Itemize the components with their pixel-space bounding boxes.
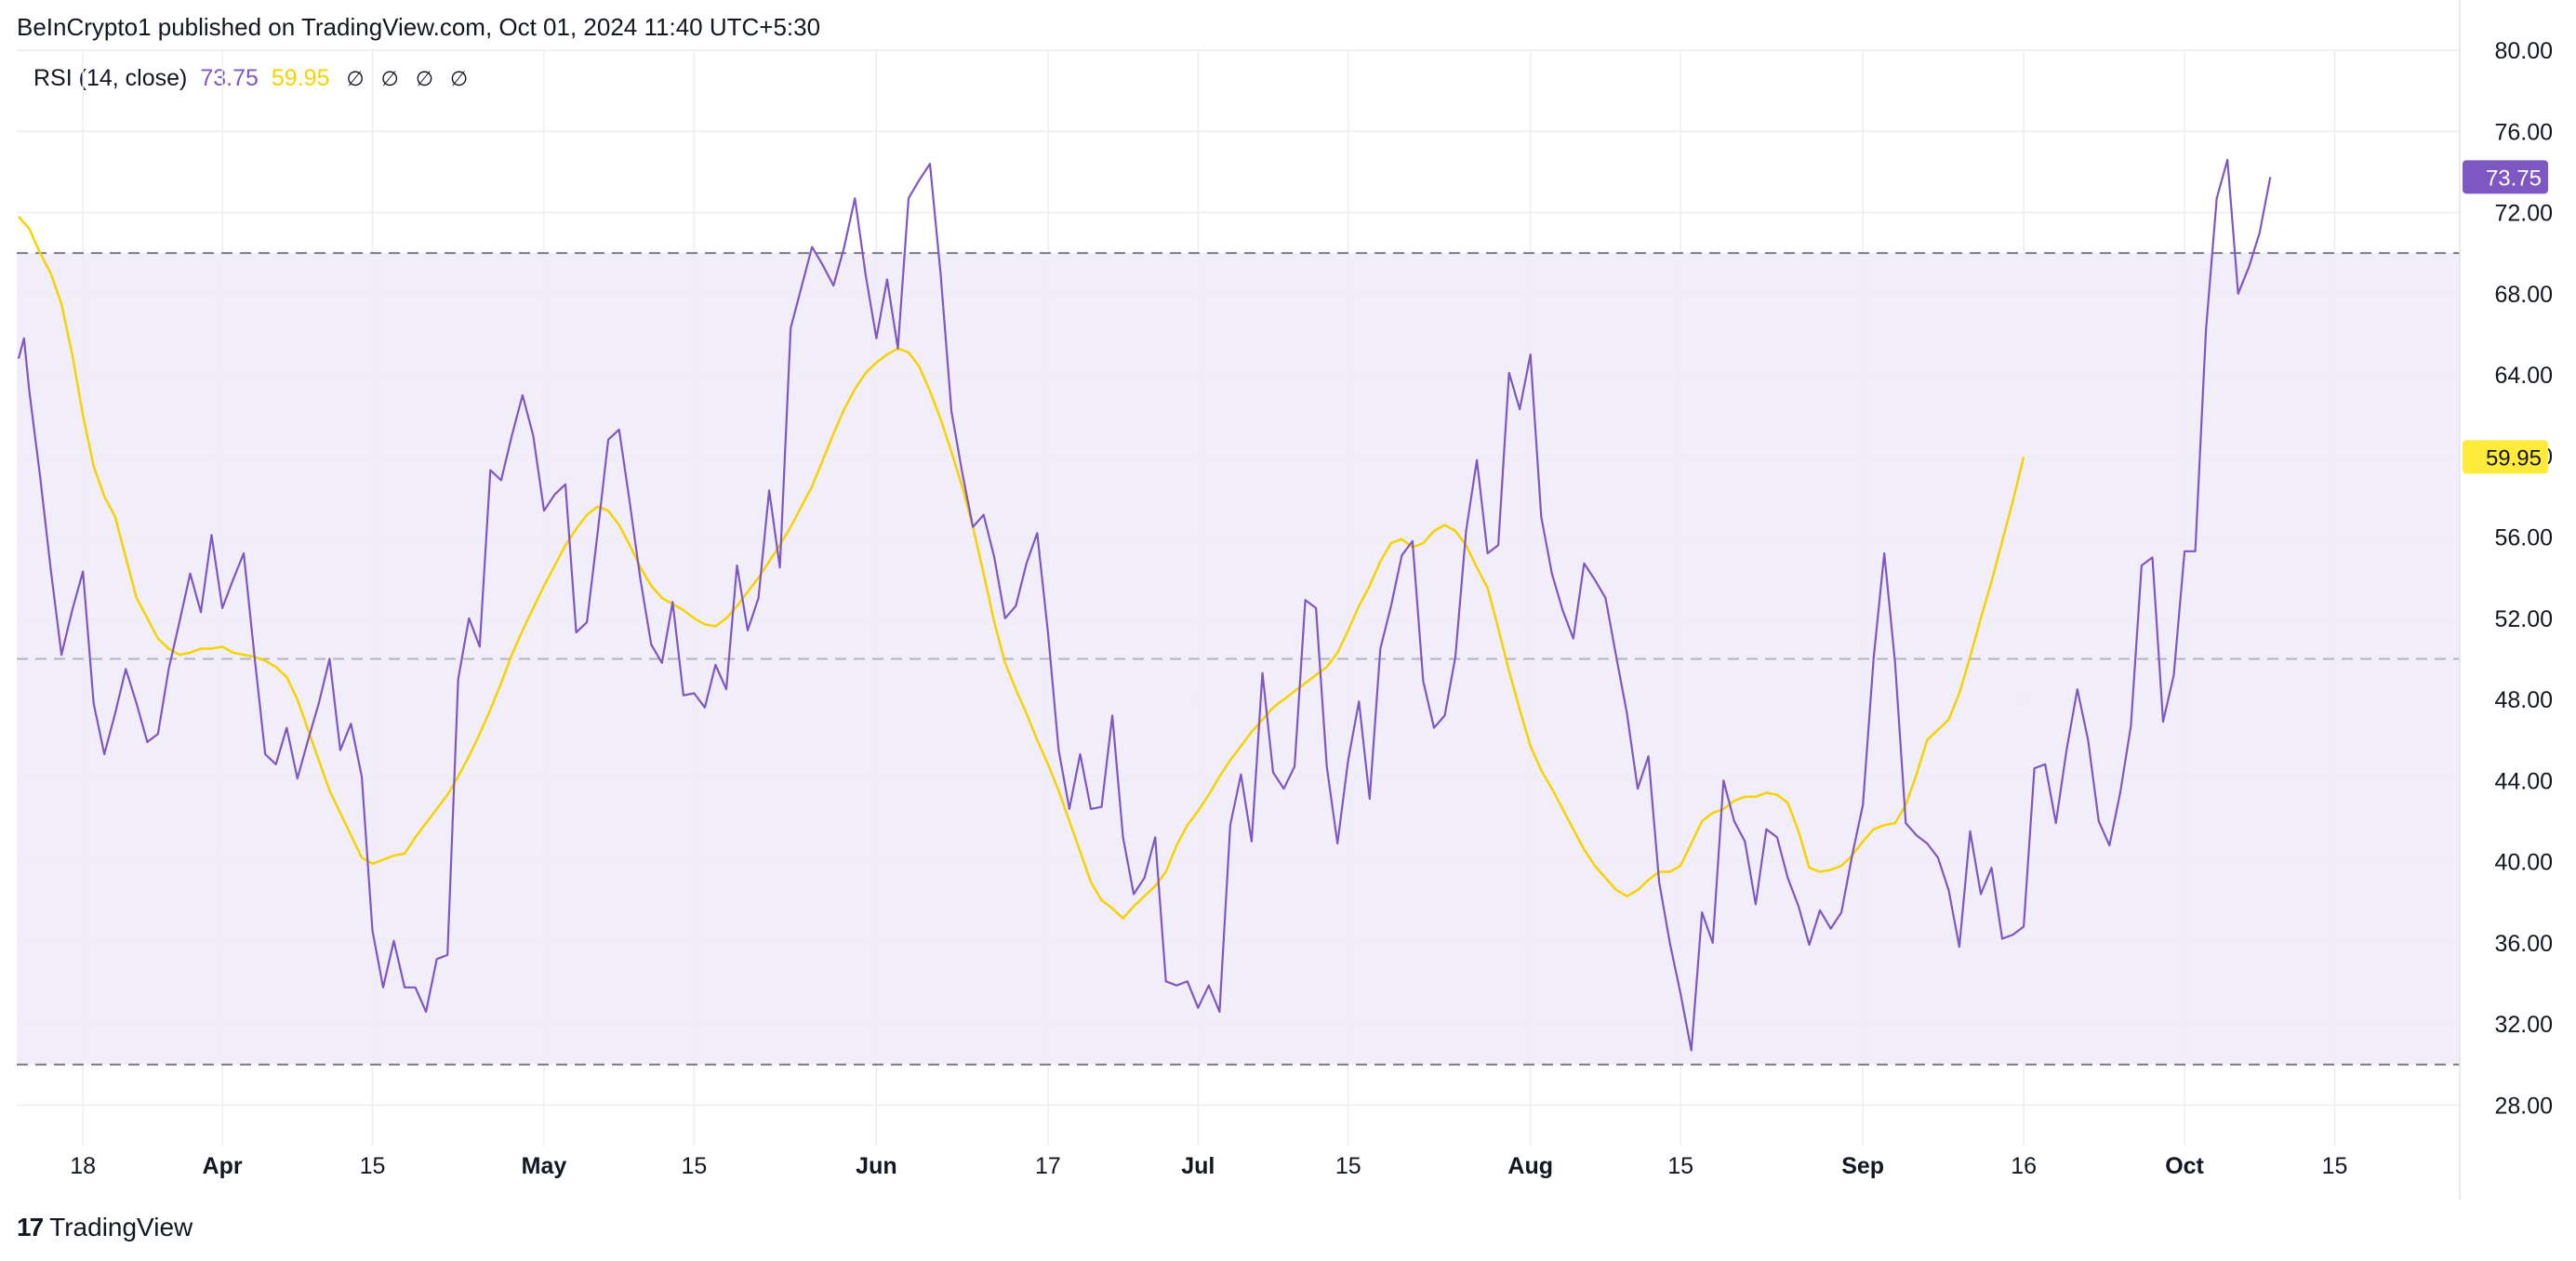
last-value-badges: 73.75 59.95	[2463, 160, 2548, 474]
ma-last-value-badge-text: 59.95	[2486, 445, 2542, 471]
na-value-icon: ∅	[346, 66, 365, 90]
x-tick-month-label: Jun	[856, 1153, 896, 1179]
x-tick-day-label: 15	[681, 1153, 707, 1179]
y-tick-label: 56.00	[2494, 525, 2553, 551]
x-tick-day-label: 15	[1667, 1153, 1693, 1179]
na-value-icon: ∅	[449, 66, 469, 90]
rsi-last-value-badge-bg	[2463, 160, 2548, 194]
y-tick-label: 52.00	[2494, 606, 2553, 632]
x-tick-day-label: 15	[360, 1153, 386, 1179]
published-header: BeInCrypto1 published on TradingView.com…	[17, 13, 821, 41]
x-tick-day-label: 15	[2322, 1153, 2348, 1179]
x-tick-month-label: Jul	[1181, 1153, 1215, 1179]
tradingview-logo-text: TradingView	[49, 1213, 193, 1241]
x-tick-day-label: 18	[70, 1153, 96, 1179]
ma-last-value-badge-bg	[2463, 440, 2548, 474]
y-tick-label: 28.00	[2494, 1093, 2553, 1119]
x-tick-month-label: Aug	[1507, 1153, 1553, 1179]
y-tick-label: 32.00	[2494, 1012, 2553, 1038]
x-tick-day-label: 17	[1035, 1153, 1061, 1179]
ma-last-value-badge: 59.95	[2463, 440, 2548, 474]
x-tick-day-label: 16	[2011, 1153, 2037, 1179]
x-tick-month-label: May	[522, 1153, 567, 1179]
na-value-icon: ∅	[415, 66, 433, 90]
rsi-band-background	[17, 253, 2460, 1065]
rsi-last-value-badge: 73.75	[2463, 160, 2548, 194]
tradingview-logo[interactable]: 17 TradingView	[17, 1213, 193, 1242]
time-axis[interactable]: 18 Apr 15 May 15 Jun 17 Jul 15 Aug 15 Sep 16 Oct 15	[70, 1153, 2347, 1179]
y-tick-label: 40.00	[2494, 850, 2553, 876]
y-tick-label: 64.00	[2494, 363, 2553, 389]
y-tick-label: 80.00	[2494, 38, 2553, 64]
x-tick-month-label: Oct	[2165, 1153, 2204, 1179]
y-tick-label: 76.00	[2494, 119, 2553, 145]
na-value-icon: ∅	[380, 66, 399, 90]
y-tick-label: 36.00	[2494, 931, 2553, 957]
y-tick-label: 48.00	[2494, 687, 2553, 713]
ma-value: 59.95	[271, 65, 330, 91]
y-tick-label: 44.00	[2494, 768, 2553, 794]
tradingview-logo-icon: 17	[17, 1213, 44, 1241]
indicator-legend[interactable]: RSI (14, close) 73.75 59.95 ∅ ∅ ∅ ∅	[33, 65, 468, 92]
rsi-value: 73.75	[200, 65, 259, 91]
x-tick-month-label: Sep	[1841, 1153, 1884, 1179]
rsi-series-line	[17, 158, 2272, 1052]
rsi-last-value-badge-text: 73.75	[2486, 166, 2542, 191]
indicator-label[interactable]: RSI (14, close)	[33, 65, 188, 91]
y-tick-label: 68.00	[2494, 282, 2553, 308]
price-axis[interactable]: 80.0076.0072.0068.0064.0060.0056.0052.00…	[2494, 38, 2553, 1119]
x-tick-month-label: Apr	[203, 1153, 243, 1179]
y-tick-label: 72.00	[2494, 201, 2553, 227]
ma-series-line	[18, 216, 2025, 920]
x-tick-day-label: 15	[1335, 1153, 1361, 1179]
